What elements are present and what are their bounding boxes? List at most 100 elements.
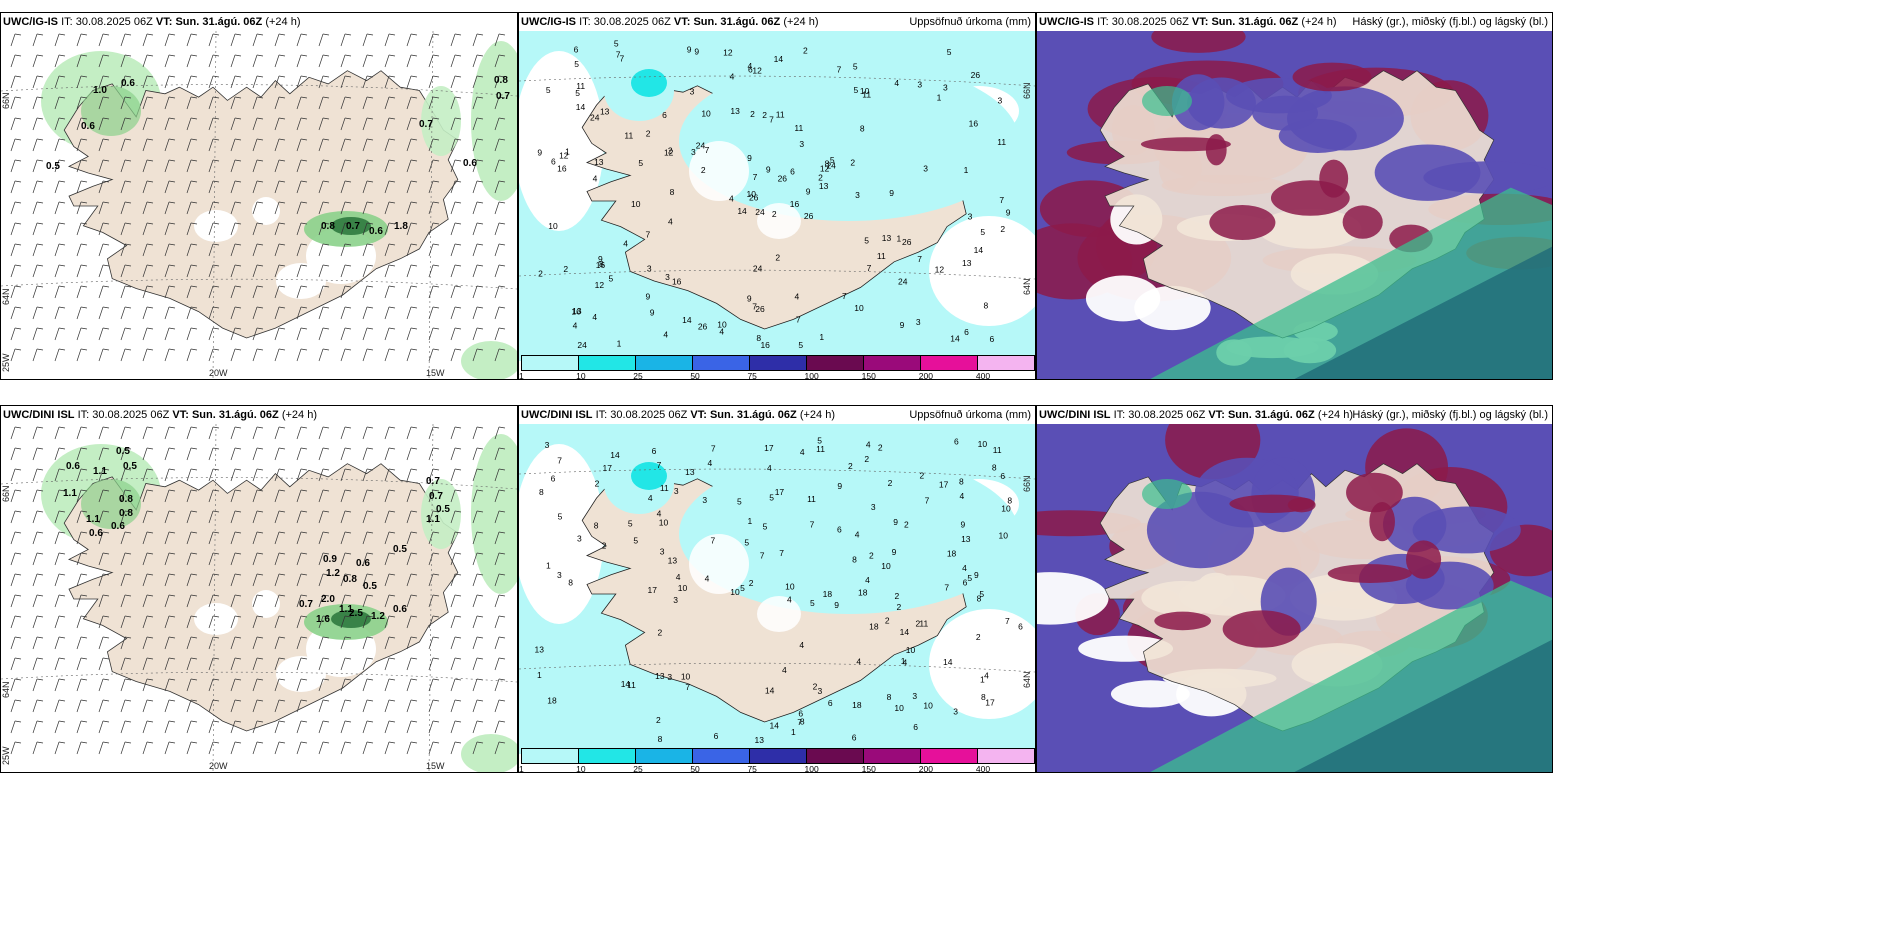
wind-barb-flag (410, 33, 418, 36)
wind-barb (54, 138, 60, 152)
wind-barb-flag (388, 159, 396, 162)
wind-barb-flag (256, 180, 264, 183)
precip-total: 13 (730, 106, 740, 116)
wind-barb-flag (366, 33, 374, 36)
precip-total: 6 (963, 578, 968, 588)
wind-barb (472, 33, 478, 47)
wind-barb (406, 138, 412, 152)
wind-barb-flag (432, 447, 440, 450)
wind-barb (274, 636, 280, 650)
wind-barb (76, 741, 82, 755)
panel-subtitle: Uppsöfnuð úrkoma (mm) (909, 16, 1031, 28)
wind-barb (208, 96, 214, 110)
wind-barb (318, 201, 324, 215)
wind-barb (164, 531, 170, 545)
wind-barb (120, 531, 126, 545)
wind-barb-flag (212, 327, 220, 330)
wind-barb-flag (146, 552, 154, 555)
precip-total: 10 (730, 587, 740, 597)
wind-barb-flag (278, 264, 286, 267)
wind-barb-flag (366, 615, 374, 618)
wind-barb-flag (124, 489, 132, 492)
wind-barb (10, 306, 16, 320)
wind-barb-flag (322, 201, 330, 204)
precip-total: 3 (577, 533, 582, 543)
wind-barb-flag (146, 426, 154, 429)
wind-barb-flag (322, 573, 330, 576)
precip-total: 9 (650, 308, 655, 318)
panel-cloud-dini: UWC/DINI ISL IT: 30.08.2025 06Z VT: Sun.… (1036, 405, 1553, 773)
wind-barb-flag (146, 636, 154, 639)
wind-barb-flag (322, 243, 330, 246)
wind-barb (76, 615, 82, 629)
wind-barb (208, 426, 214, 440)
wind-barb-flag (80, 54, 88, 57)
wind-barb (340, 54, 346, 68)
wind-barb (428, 96, 434, 110)
wind-barb (10, 180, 16, 194)
wind-barb-flag (168, 285, 176, 288)
wind-barb-flag (234, 510, 242, 513)
wind-barb (362, 594, 368, 608)
precip-total: 4 (855, 529, 860, 539)
wind-barb (274, 552, 280, 566)
wind-barb-flag (146, 54, 154, 57)
wind-barb (428, 327, 434, 341)
wind-barb-flag (388, 327, 396, 330)
wind-barb-flag (498, 531, 506, 534)
wind-barb-flag (432, 594, 440, 597)
wind-barb-flag (212, 636, 220, 639)
wind-barb (362, 201, 368, 215)
wind-barb (32, 573, 38, 587)
wind-barb-flag (80, 489, 88, 492)
precip-total: 26 (755, 304, 765, 314)
panel-title: UWC/IG-IS IT: 30.08.2025 06Z VT: Sun. 31… (3, 16, 301, 28)
precip-total: 8 (959, 476, 964, 486)
wind-barb-flag (190, 741, 198, 744)
wind-barb (362, 75, 368, 89)
wind-barb-flag (300, 531, 308, 534)
wind-barb (428, 159, 434, 173)
wind-barb-flag (322, 306, 330, 309)
wind-barb (450, 741, 456, 755)
wind-barb (120, 285, 126, 299)
precip-total: 8 (594, 520, 599, 530)
precip-total: 16 (557, 164, 567, 174)
wind-barb (208, 327, 214, 341)
wind-barb-flag (14, 75, 22, 78)
wind-barb-flag (498, 348, 506, 351)
wind-barb (406, 720, 412, 734)
wind-barb (230, 678, 236, 692)
wind-barb-flag (388, 222, 396, 225)
wind-barb (318, 636, 324, 650)
wind-barb-flag (300, 594, 308, 597)
wind-barb (406, 552, 412, 566)
wind-barb-flag (124, 327, 132, 330)
colorbar-tick-label: 1 (519, 371, 524, 380)
wind-barb-flag (476, 594, 484, 597)
wind-barb-flag (212, 741, 220, 744)
wind-barb (384, 285, 390, 299)
wind-barb-flag (410, 54, 418, 57)
wind-barb (384, 678, 390, 692)
wind-barb (472, 264, 478, 278)
precip-total: 13 (962, 258, 972, 268)
wind-barb (54, 348, 60, 362)
wind-barb (230, 741, 236, 755)
wind-barb-flag (190, 468, 198, 471)
wind-barb (450, 636, 456, 650)
precip-total: 14 (682, 315, 692, 325)
wind-barb (450, 510, 456, 524)
wind-barb (362, 243, 368, 257)
wind-barb (120, 426, 126, 440)
precip-total: 9 (900, 320, 905, 330)
wind-barb-flag (366, 348, 374, 351)
wind-barb (252, 306, 258, 320)
wind-barb (76, 468, 82, 482)
wind-barb (230, 426, 236, 440)
wind-barb (76, 243, 82, 257)
precip-total: 5 (574, 59, 579, 69)
glacier (276, 656, 326, 692)
wind-barb (186, 306, 192, 320)
wind-barb-flag (58, 531, 66, 534)
